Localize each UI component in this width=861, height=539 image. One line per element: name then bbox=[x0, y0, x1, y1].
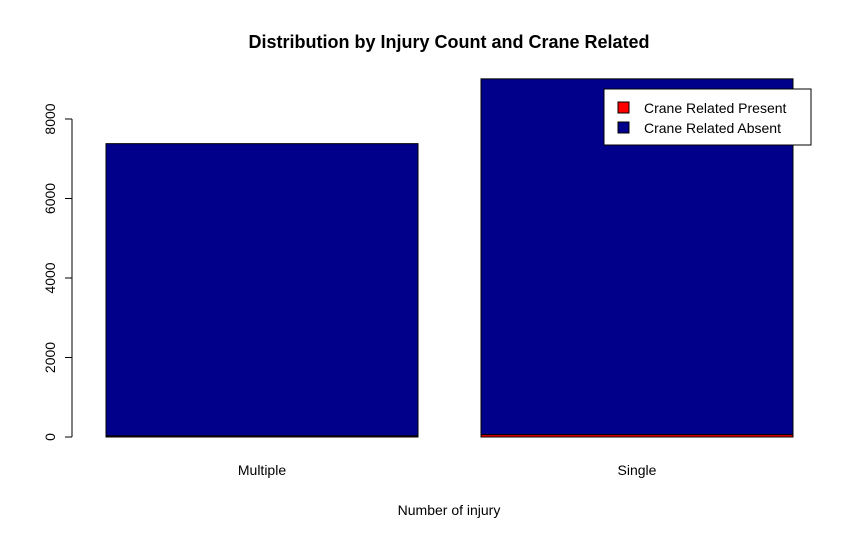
x-tick-labels: Multiple Single bbox=[238, 462, 657, 478]
legend-box bbox=[603, 88, 812, 146]
y-tick-label: 2000 bbox=[42, 342, 58, 373]
y-axis: 0 2000 4000 6000 8000 bbox=[42, 103, 73, 441]
x-axis-label: Number of injury bbox=[398, 502, 501, 518]
chart-title: Distribution by Injury Count and Crane R… bbox=[248, 32, 649, 52]
y-tick-label: 8000 bbox=[42, 103, 58, 134]
legend-swatch bbox=[617, 121, 630, 134]
y-tick-label: 0 bbox=[42, 433, 58, 441]
x-tick-label: Multiple bbox=[238, 462, 286, 478]
x-tick-label: Single bbox=[618, 462, 657, 478]
legend-entry: Crane Related Absent bbox=[644, 120, 781, 136]
y-tick-label: 6000 bbox=[42, 183, 58, 214]
legend-entry: Crane Related Present bbox=[644, 100, 787, 116]
legend-swatch bbox=[617, 101, 630, 114]
bar-multiple-absent bbox=[105, 143, 419, 437]
legend: Crane Related Present Crane Related Absen… bbox=[603, 88, 812, 146]
y-tick-label: 4000 bbox=[42, 262, 58, 293]
